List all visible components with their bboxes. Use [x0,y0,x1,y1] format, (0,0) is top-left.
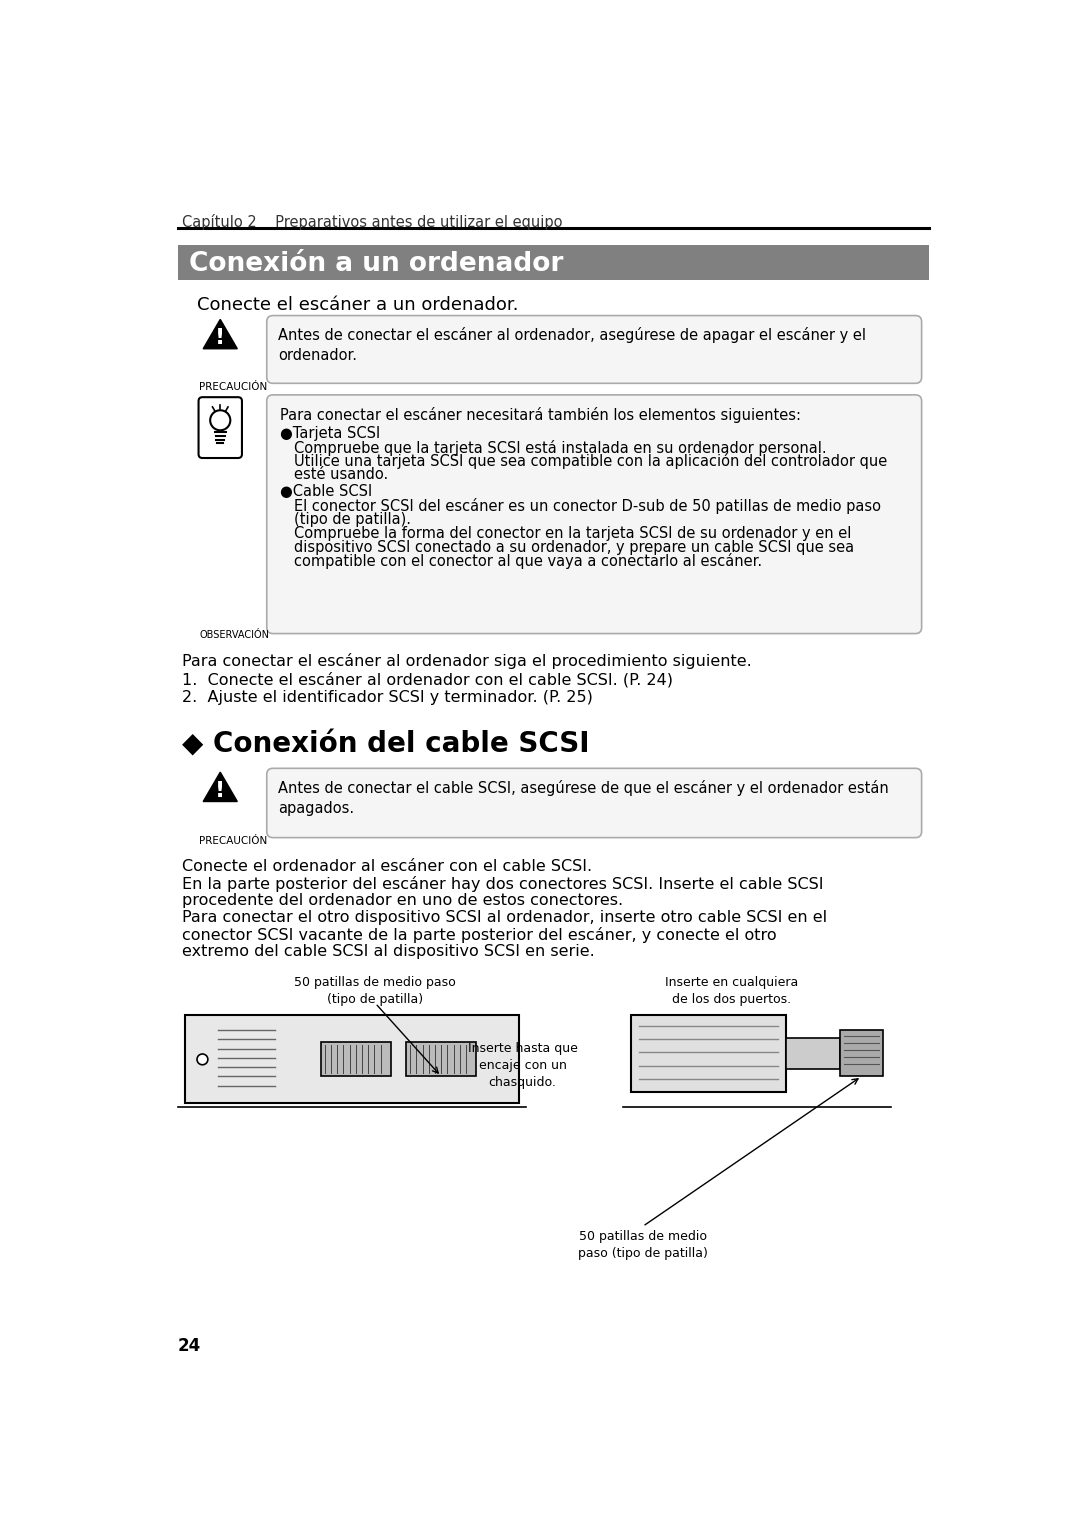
Text: (tipo de patilla).: (tipo de patilla). [294,511,410,526]
Text: dispositivo SCSI conectado a su ordenador, y prepare un cable SCSI que sea: dispositivo SCSI conectado a su ordenado… [294,540,854,554]
Text: Capítulo 2    Preparativos antes de utilizar el equipo: Capítulo 2 Preparativos antes de utiliza… [181,214,562,230]
Text: compatible con el conector al que vaya a conectarlo al escáner.: compatible con el conector al que vaya a… [294,554,762,569]
Text: 2.  Ajuste el identificador SCSI y terminador. (P. 25): 2. Ajuste el identificador SCSI y termin… [181,690,592,705]
Text: esté usando.: esté usando. [294,467,388,482]
Text: procedente del ordenador en uno de estos conectores.: procedente del ordenador en uno de estos… [181,893,623,908]
FancyBboxPatch shape [406,1042,476,1076]
Text: ●Tarjeta SCSI: ●Tarjeta SCSI [280,426,380,441]
Text: El conector SCSI del escáner es un conector D-sub de 50 patillas de medio paso: El conector SCSI del escáner es un conec… [294,497,881,514]
Text: !: ! [215,328,226,348]
FancyBboxPatch shape [199,397,242,458]
Polygon shape [203,772,238,801]
FancyBboxPatch shape [267,395,921,633]
Text: 24: 24 [177,1337,201,1355]
Text: 50 patillas de medio paso
(tipo de patilla): 50 patillas de medio paso (tipo de patil… [295,977,456,1006]
Circle shape [211,410,230,430]
FancyBboxPatch shape [267,768,921,838]
FancyBboxPatch shape [321,1042,391,1076]
Text: 50 patillas de medio
paso (tipo de patilla): 50 patillas de medio paso (tipo de patil… [578,1230,707,1260]
Circle shape [197,1054,207,1065]
Text: OBSERVACIÓN: OBSERVACIÓN [200,630,269,639]
Text: conector SCSI vacante de la parte posterior del escáner, y conecte el otro: conector SCSI vacante de la parte poster… [181,926,777,943]
FancyBboxPatch shape [177,244,930,281]
Text: Conexión a un ordenador: Conexión a un ordenador [189,250,564,276]
FancyBboxPatch shape [186,1015,518,1103]
FancyBboxPatch shape [840,1030,882,1076]
Text: En la parte posterior del escáner hay dos conectores SCSI. Inserte el cable SCSI: En la parte posterior del escáner hay do… [181,876,823,893]
Text: ◆ Conexión del cable SCSI: ◆ Conexión del cable SCSI [181,729,589,758]
Text: Antes de conectar el cable SCSI, asegúrese de que el escáner y el ordenador está: Antes de conectar el cable SCSI, asegúre… [279,780,889,816]
Text: Para conectar el otro dispositivo SCSI al ordenador, inserte otro cable SCSI en : Para conectar el otro dispositivo SCSI a… [181,909,826,925]
Text: Utilice una tarjeta SCSI que sea compatible con la aplicación del controlador qu: Utilice una tarjeta SCSI que sea compati… [294,453,887,470]
Text: 1.  Conecte el escáner al ordenador con el cable SCSI. (P. 24): 1. Conecte el escáner al ordenador con e… [181,671,673,688]
Text: PRECAUCIÓN: PRECAUCIÓN [200,836,268,845]
Text: Conecte el ordenador al escáner con el cable SCSI.: Conecte el ordenador al escáner con el c… [181,859,592,874]
FancyBboxPatch shape [267,316,921,383]
Text: extremo del cable SCSI al dispositivo SCSI en serie.: extremo del cable SCSI al dispositivo SC… [181,945,594,958]
Text: PRECAUCIÓN: PRECAUCIÓN [200,382,268,392]
Polygon shape [203,319,238,349]
Text: Inserte en cualquiera
de los dos puertos.: Inserte en cualquiera de los dos puertos… [665,977,798,1006]
FancyBboxPatch shape [786,1038,840,1068]
Text: Compruebe la forma del conector en la tarjeta SCSI de su ordenador y en el: Compruebe la forma del conector en la ta… [294,526,851,540]
Text: !: ! [215,781,226,801]
Text: Inserte hasta que
encaje con un
chasquido.: Inserte hasta que encaje con un chasquid… [468,1042,578,1088]
Text: Compruebe que la tarjeta SCSI está instalada en su ordenador personal.: Compruebe que la tarjeta SCSI está insta… [294,439,826,456]
Text: Antes de conectar el escáner al ordenador, asegúrese de apagar el escáner y el
o: Antes de conectar el escáner al ordenado… [279,327,866,363]
Text: Conecte el escáner a un ordenador.: Conecte el escáner a un ordenador. [197,296,518,314]
FancyBboxPatch shape [631,1015,786,1091]
Text: Para conectar el escáner al ordenador siga el procedimiento siguiente.: Para conectar el escáner al ordenador si… [181,653,752,668]
Text: Para conectar el escáner necesitará también los elementos siguientes:: Para conectar el escáner necesitará tamb… [280,407,801,423]
Text: ●Cable SCSI: ●Cable SCSI [280,484,373,499]
